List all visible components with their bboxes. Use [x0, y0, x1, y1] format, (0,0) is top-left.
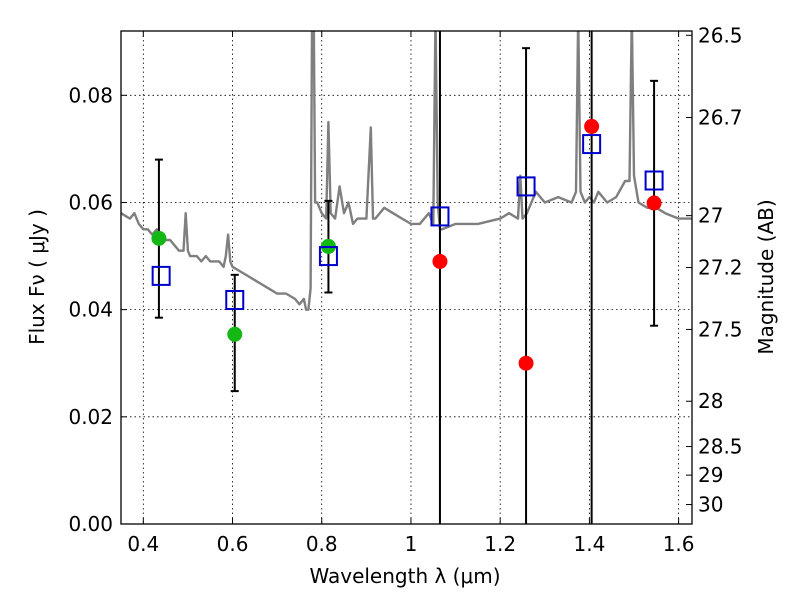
- axes: 0.4 0.6 0.8 1 1.2 1.4 1.6 0.00 0.02 0.04 0.06 0.08 2…: [68, 23, 742, 556]
- data-point-square: [516, 176, 536, 197]
- y-tick-label: 0.00: [68, 512, 113, 536]
- data-point-circle: [151, 230, 167, 246]
- mag-tick-label: 29: [698, 463, 723, 487]
- data-point-circle: [646, 195, 662, 211]
- plot-area: [121, 31, 692, 524]
- x-tick-label: 1.4: [573, 532, 605, 556]
- x-tick-label: 0.6: [217, 532, 249, 556]
- y-axis-label: Flux Fν ( μJy ): [25, 209, 49, 345]
- data-point-circle: [584, 118, 600, 134]
- magnitude-axis-label: Magnitude (AB): [754, 199, 778, 354]
- y-tick-label: 0.08: [68, 83, 113, 107]
- data-point-circle: [518, 355, 534, 371]
- plot-frame: [120, 30, 693, 525]
- y-tick-label: 0.02: [68, 405, 113, 429]
- mag-tick-label: 26.7: [698, 106, 743, 130]
- mag-tick-label: 27.5: [698, 317, 743, 341]
- data-point-square: [151, 265, 171, 286]
- data-point-square: [582, 134, 602, 155]
- mag-tick-label: 27: [698, 204, 723, 228]
- mag-tick-label: 28: [698, 389, 723, 413]
- mag-tick-label: 27.2: [698, 256, 743, 280]
- data-point-square: [225, 290, 245, 311]
- mag-tick-label: 26.5: [698, 23, 743, 47]
- grid-lines: [121, 31, 692, 525]
- mag-tick-label: 30: [698, 493, 723, 517]
- x-tick-label: 0.8: [306, 532, 338, 556]
- data-point-circle: [432, 253, 448, 269]
- x-tick-label: 1.6: [663, 532, 695, 556]
- x-axis-label: Wavelength λ (μm): [309, 564, 500, 588]
- data-point-circle: [227, 326, 243, 342]
- y-tick-label: 0.06: [68, 190, 113, 214]
- data-point-square: [318, 246, 338, 267]
- mag-tick-label: 28.5: [698, 435, 743, 459]
- plot-content: [121, 31, 692, 524]
- x-tick-label: 1.2: [484, 532, 516, 556]
- y-tick-label: 0.04: [68, 298, 113, 322]
- model-spectrum-line: [121, 31, 692, 311]
- data-point-square: [430, 206, 450, 227]
- x-tick-label: 0.4: [127, 532, 159, 556]
- x-tick-label: 1: [405, 532, 418, 556]
- data-point-square: [644, 170, 664, 191]
